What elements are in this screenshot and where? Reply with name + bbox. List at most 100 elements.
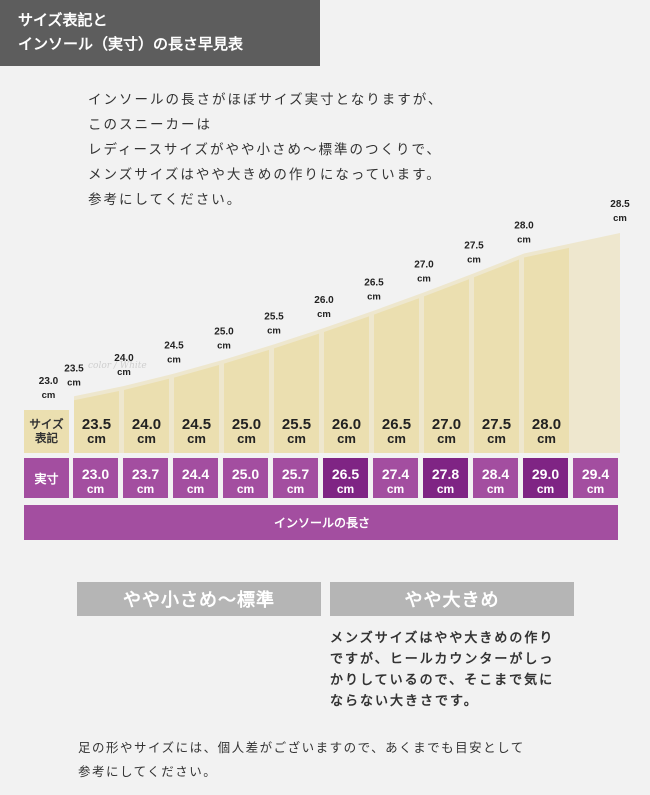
- chart-title-line-2: インソール（実寸）の長さ早見表: [18, 35, 244, 53]
- actual-cell: [423, 458, 468, 498]
- size-bar: [374, 298, 419, 453]
- tick-unit-label: cm: [517, 235, 531, 246]
- tick-label: 25.0: [214, 327, 234, 338]
- intro-line: 参考にしてください。: [88, 192, 243, 208]
- size-value-label: 23.5: [82, 416, 111, 433]
- tick-unit-label: cm: [117, 367, 131, 378]
- actual-row-label-cell: [24, 458, 69, 498]
- size-value-label: 24.5: [182, 416, 211, 433]
- size-bar: [524, 247, 569, 453]
- actual-value-label: 27.4: [382, 466, 409, 482]
- insole-length-label: インソールの長さ: [274, 515, 370, 530]
- tick-label: 27.5: [464, 240, 484, 251]
- tick-label: 23.5: [64, 363, 84, 374]
- size-row-label: サイズ: [29, 417, 64, 431]
- actual-unit-label: cm: [437, 482, 454, 496]
- footer-line: 参考にしてください。: [78, 764, 218, 779]
- actual-cell: [73, 458, 118, 498]
- note-line: メンズサイズはやや大きめの作り: [330, 631, 555, 646]
- actual-value-label: 23.7: [132, 466, 159, 482]
- size-bar: [324, 316, 369, 453]
- intro-line: インソールの長さがほぼサイズ実寸となりますが、: [88, 92, 444, 108]
- actual-unit-label: cm: [337, 482, 354, 496]
- actual-unit-label: cm: [187, 482, 204, 496]
- size-row-label: 表記: [34, 431, 58, 445]
- size-unit-label: cm: [87, 431, 106, 446]
- actual-value-label: 25.0: [232, 466, 259, 482]
- actual-cell: [323, 458, 368, 498]
- size-bar: [124, 378, 169, 453]
- actual-unit-label: cm: [237, 482, 254, 496]
- tick-label: 28.5: [610, 199, 630, 210]
- actual-cell: [373, 458, 418, 498]
- actual-cell: [173, 458, 218, 498]
- size-bar: [24, 410, 69, 453]
- actual-unit-label: cm: [387, 482, 404, 496]
- tick-unit-label: cm: [417, 273, 431, 284]
- size-value-label: 28.0: [532, 416, 561, 433]
- actual-value-label: 25.7: [282, 466, 309, 482]
- mens-size-note: メンズサイズはやや大きめの作り ですが、ヒールカウンターがしっ かりしているので…: [330, 628, 620, 712]
- actual-unit-label: cm: [287, 482, 304, 496]
- size-bar: [174, 365, 219, 453]
- tick-label: 23.0: [39, 376, 59, 387]
- tick-unit-label: cm: [42, 390, 56, 401]
- intro-line: メンズサイズはやや大きめの作りになっています。: [88, 167, 442, 183]
- size-bar: [224, 349, 269, 453]
- tick-unit-label: cm: [67, 377, 81, 388]
- tick-unit-label: cm: [613, 213, 627, 224]
- tick-unit-label: cm: [467, 254, 481, 265]
- size-bar: [74, 391, 119, 453]
- size-unit-label: cm: [537, 431, 556, 446]
- size-value-label: 26.0: [332, 416, 361, 433]
- size-unit-label: cm: [237, 431, 256, 446]
- tick-unit-label: cm: [167, 355, 181, 366]
- actual-unit-label: cm: [87, 482, 104, 496]
- actual-unit-label: cm: [587, 482, 604, 496]
- intro-text: インソールの長さがほぼサイズ実寸となりますが、 このスニーカーは レディースサイ…: [88, 88, 608, 213]
- tick-unit-label: cm: [217, 341, 231, 352]
- note-line: ですが、ヒールカウンターがしっ: [330, 652, 555, 667]
- chart-title-line-1: サイズ表記と: [18, 11, 108, 29]
- actual-cell: [273, 458, 318, 498]
- actual-cell: [573, 458, 618, 498]
- actual-cell: [523, 458, 568, 498]
- tick-label: 24.5: [164, 341, 184, 352]
- actual-value-label: 29.4: [582, 466, 609, 482]
- insole-length-band: [24, 505, 618, 540]
- size-unit-label: cm: [337, 431, 356, 446]
- size-value-label: 26.5: [382, 416, 411, 433]
- note-line: かりしているので、そこまで気に: [330, 673, 555, 688]
- chart-title-box: サイズ表記と インソール（実寸）の長さ早見表: [0, 0, 320, 66]
- size-unit-label: cm: [487, 431, 506, 446]
- size-value-label: 27.0: [432, 416, 461, 433]
- actual-cell: [473, 458, 518, 498]
- actual-unit-label: cm: [537, 482, 554, 496]
- tick-label: 26.5: [364, 278, 384, 289]
- category-large: やや大きめ: [330, 582, 574, 616]
- actual-value-label: 29.0: [532, 466, 559, 482]
- actual-value-label: 26.5: [332, 466, 359, 482]
- actual-value-label: 23.0: [82, 466, 109, 482]
- size-unit-label: cm: [287, 431, 306, 446]
- watermark-text: color / White: [88, 361, 147, 371]
- size-value-label: 27.5: [482, 416, 511, 433]
- tick-label: 26.0: [314, 295, 334, 306]
- size-value-label: 24.0: [132, 416, 161, 433]
- footer-note: 足の形やサイズには、個人差がございますので、あくまでも目安として 参考にしてくだ…: [78, 736, 638, 784]
- tick-label: 24.0: [114, 353, 134, 364]
- intro-line: このスニーカーは: [88, 117, 212, 133]
- actual-value-label: 27.8: [432, 466, 459, 482]
- category-small-standard: やや小さめ～標準: [77, 582, 321, 616]
- actual-row-label: 実寸: [34, 471, 58, 486]
- size-value-label: 25.0: [232, 416, 261, 433]
- note-line: ならない大きさです。: [330, 694, 479, 709]
- tick-unit-label: cm: [367, 292, 381, 303]
- size-value-label: 25.5: [282, 416, 311, 433]
- tick-label: 28.0: [514, 221, 534, 232]
- actual-unit-label: cm: [487, 482, 504, 496]
- intro-line: レディースサイズがやや小さめ～標準のつくりで、: [88, 142, 442, 158]
- tick-unit-label: cm: [317, 309, 331, 320]
- size-bar: [474, 259, 519, 453]
- size-bar: [424, 279, 469, 453]
